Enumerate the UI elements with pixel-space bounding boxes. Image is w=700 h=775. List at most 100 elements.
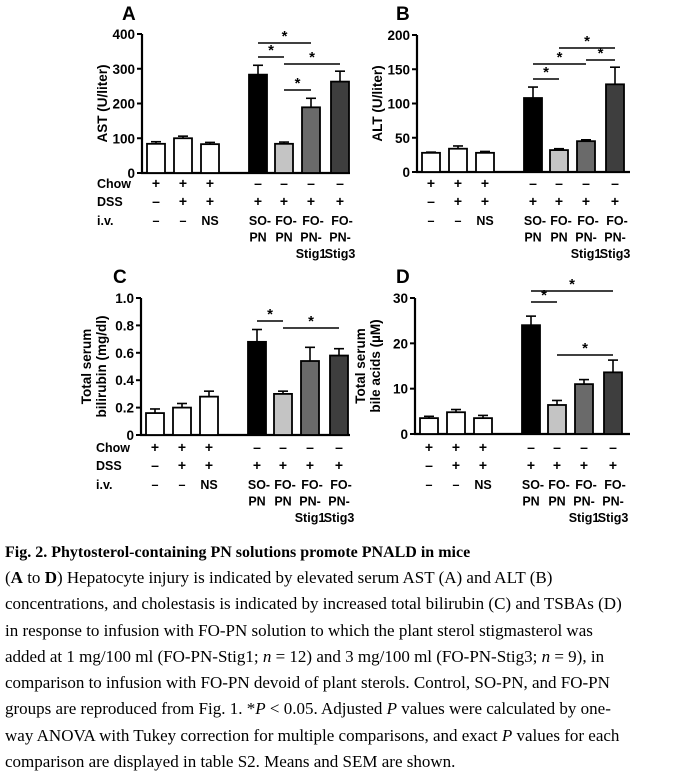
- dss-sign: +: [452, 457, 460, 473]
- y-tick-label: 0: [127, 166, 135, 181]
- row-label: DSS: [97, 195, 123, 209]
- iv-label: Stig3: [324, 511, 355, 525]
- iv-label: –: [180, 214, 187, 228]
- caption-text: in response to infusion with FO-PN solut…: [5, 620, 593, 640]
- caption-text: = 12) and 3 mg/100 ml (FO-PN-Stig3;: [271, 646, 542, 666]
- chow-sign: –: [306, 439, 314, 455]
- row-label: DSS: [96, 459, 122, 473]
- dss-sign: –: [425, 457, 433, 473]
- caption-text: P: [501, 725, 513, 745]
- dss-sign: +: [306, 457, 314, 473]
- bar: [330, 80, 350, 174]
- y-tick-label: 0: [400, 427, 408, 442]
- iv-label: PN-: [604, 231, 626, 245]
- iv-label: FO-: [606, 214, 628, 228]
- significance-star: *: [268, 42, 274, 59]
- bar: [200, 143, 220, 174]
- caption-text: n: [262, 646, 272, 666]
- dss-sign: –: [427, 193, 435, 209]
- iv-label: Stig1: [571, 247, 602, 261]
- y-axis-label: AST (U/liter): [95, 64, 110, 142]
- y-tick-label: 0: [402, 165, 410, 180]
- y-axis-label: bile acids (µM): [368, 319, 383, 412]
- iv-label: Stig3: [600, 247, 631, 261]
- y-tick-label: 400: [112, 27, 135, 42]
- chow-sign: +: [151, 439, 159, 455]
- y-tick-label: 300: [112, 62, 135, 77]
- iv-label: PN: [275, 231, 292, 245]
- chow-sign: +: [454, 175, 462, 191]
- caption-text: way ANOVA with Tukey correction for mult…: [5, 725, 502, 745]
- dss-sign: +: [307, 193, 315, 209]
- caption-text: D: [44, 568, 57, 587]
- iv-label: PN: [274, 495, 291, 509]
- caption-line: way ANOVA with Tukey correction for mult…: [5, 723, 700, 749]
- iv-label: Stig3: [598, 511, 629, 525]
- y-axis-label: ALT (U/liter): [370, 65, 385, 141]
- dss-sign: +: [555, 193, 563, 209]
- y-axis-label: Total serum: [79, 329, 94, 405]
- caption-text: (: [5, 568, 11, 587]
- bar: [523, 97, 543, 173]
- iv-label: SO-: [249, 214, 271, 228]
- iv-label: PN: [550, 231, 567, 245]
- dss-sign: +: [179, 193, 187, 209]
- iv-label: SO-: [248, 478, 270, 492]
- bar: [576, 140, 596, 173]
- bar: [549, 149, 569, 173]
- iv-label: NS: [200, 478, 217, 492]
- chow-sign: –: [336, 175, 344, 191]
- dss-sign: +: [580, 457, 588, 473]
- panel-a: A 0 100 200 300 400 AST (U/liter) * * * * Chow DSS i.…: [95, 4, 355, 261]
- y-axis-label: Total serum: [353, 328, 368, 404]
- bar: [199, 395, 219, 436]
- y-tick-label: 0.2: [115, 401, 134, 416]
- chow-sign: –: [280, 175, 288, 191]
- significance-star: *: [282, 28, 288, 45]
- caption-title: Fig. 2. Phytosterol-containing PN soluti…: [5, 544, 471, 561]
- caption-text: concentrations, and cholestasis is indic…: [5, 594, 622, 614]
- dss-sign: +: [279, 457, 287, 473]
- y-tick-label: 0: [126, 428, 134, 443]
- chow-sign: +: [206, 175, 214, 191]
- significance-star: *: [541, 287, 547, 304]
- caption-line: in response to infusion with FO-PN solut…: [5, 618, 700, 644]
- bar: [172, 406, 192, 436]
- y-tick-label: 100: [112, 131, 135, 146]
- significance-star: *: [308, 313, 314, 330]
- bar: [603, 371, 623, 435]
- dss-sign: +: [481, 193, 489, 209]
- iv-label: –: [152, 478, 159, 492]
- caption-line: groups are reproduced from Fig. 1. *P < …: [5, 696, 700, 722]
- iv-label: –: [153, 214, 160, 228]
- significance-star: *: [584, 33, 590, 50]
- chow-sign: +: [481, 175, 489, 191]
- chow-sign: –: [254, 175, 262, 191]
- dss-sign: +: [479, 457, 487, 473]
- caption-text: to: [22, 568, 45, 587]
- caption-text: values were calculated by one-: [397, 699, 611, 719]
- y-tick-label: 30: [393, 291, 408, 306]
- iv-label: PN-: [602, 495, 624, 509]
- bar: [173, 137, 193, 174]
- chow-sign: +: [479, 439, 487, 455]
- y-tick-label: 20: [393, 336, 408, 351]
- y-axis-label: bilirubin (mg/dl): [94, 316, 109, 418]
- bar: [329, 354, 349, 436]
- dss-sign: +: [336, 193, 344, 209]
- chow-sign: +: [425, 439, 433, 455]
- chow-sign: –: [527, 439, 535, 455]
- bar: [248, 73, 268, 174]
- iv-label: FO-: [575, 478, 597, 492]
- significance-star: *: [569, 276, 575, 293]
- bar: [419, 417, 439, 435]
- y-tick-label: 0.4: [115, 373, 134, 388]
- caption-text: n: [541, 646, 551, 666]
- dss-sign: +: [206, 193, 214, 209]
- bar: [547, 404, 567, 435]
- iv-label: FO-: [604, 478, 626, 492]
- chow-sign: +: [427, 175, 435, 191]
- caption-line: concentrations, and cholestasis is indic…: [5, 591, 700, 617]
- iv-label: FO-: [548, 478, 570, 492]
- iv-label: FO-: [301, 478, 323, 492]
